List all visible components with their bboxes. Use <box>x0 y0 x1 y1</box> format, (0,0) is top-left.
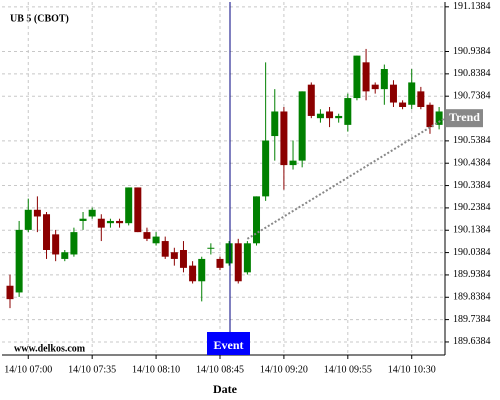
candle-body <box>262 140 270 197</box>
candle-body <box>179 249 187 268</box>
x-tick-label: 14/10 08:45 <box>196 364 244 375</box>
candle-body <box>307 84 315 116</box>
candle-body <box>6 285 14 300</box>
x-tick-label: 14/10 08:10 <box>132 364 180 375</box>
candle-body <box>207 247 215 249</box>
trend-label-box <box>446 109 483 128</box>
candle-body <box>61 252 69 259</box>
candle-body <box>15 229 23 293</box>
y-tick-label: 189.8384 <box>453 292 491 303</box>
candle-body <box>70 232 78 255</box>
x-axis-title: Date <box>213 382 238 396</box>
watermark: www.delkos.com <box>14 343 86 354</box>
candle-body <box>426 104 434 128</box>
y-tick-label: 190.8384 <box>453 68 491 79</box>
candle-body <box>389 84 397 103</box>
chart-title: UB 5 (CBOT) <box>10 13 69 24</box>
candle-body <box>24 209 32 230</box>
candle-body <box>43 214 51 250</box>
x-tick-label: 14/10 09:55 <box>324 364 372 375</box>
candle-body <box>79 218 87 221</box>
candle-body <box>52 234 60 255</box>
candle-body <box>253 196 261 244</box>
trend-line <box>246 117 446 240</box>
candle-body <box>116 220 124 224</box>
candle-body <box>216 258 224 268</box>
y-tick-label: 190.9384 <box>453 46 491 57</box>
x-tick-label: 14/10 07:35 <box>68 364 116 375</box>
candle-body <box>417 91 425 108</box>
candle-body <box>289 160 297 166</box>
x-tick-label: 14/10 10:30 <box>388 364 436 375</box>
candle-body <box>125 187 133 224</box>
y-tick-label: 189.9384 <box>453 269 491 280</box>
candle-body <box>189 265 197 282</box>
candle-body <box>316 113 324 119</box>
y-tick-label: 191.1384 <box>453 1 491 12</box>
x-tick-label: 14/10 09:20 <box>260 364 308 375</box>
candle-body <box>408 82 416 105</box>
candle-body <box>280 111 288 166</box>
candle-body <box>170 252 178 259</box>
candle-body <box>353 55 361 99</box>
event-label: Event <box>214 338 244 352</box>
trend-label: Trend <box>449 110 480 124</box>
candle-body <box>362 62 370 92</box>
candle-body <box>435 111 443 125</box>
x-tick-label: 14/10 07:00 <box>4 364 52 375</box>
candle-body <box>234 243 242 282</box>
candle-body <box>271 111 279 137</box>
candle-body <box>344 98 352 125</box>
candle-body <box>134 187 142 233</box>
candle-body <box>88 209 96 217</box>
candle-body <box>33 209 41 217</box>
y-tick-label: 189.6384 <box>453 336 491 347</box>
y-tick-label: 189.7384 <box>453 314 491 325</box>
candle-body <box>143 232 151 239</box>
candle-body <box>225 243 233 264</box>
y-tick-label: 190.5384 <box>453 135 491 146</box>
y-tick-label: 190.4384 <box>453 158 491 169</box>
candle-body <box>326 111 334 119</box>
candle-body <box>106 220 114 224</box>
candle-body <box>298 91 306 161</box>
candle-body <box>335 115 343 119</box>
y-tick-label: 190.7384 <box>453 90 491 101</box>
candle-body <box>97 218 105 228</box>
candle-body <box>152 236 160 244</box>
candle-body <box>399 102 407 108</box>
candle-body <box>371 84 379 90</box>
candle-body <box>161 241 169 257</box>
event-box <box>207 332 250 355</box>
y-tick-label: 190.0384 <box>453 247 491 258</box>
y-tick-label: 190.3384 <box>453 180 491 191</box>
y-tick-label: 190.2384 <box>453 202 491 213</box>
candle-body <box>380 69 388 90</box>
candle-body <box>198 258 206 282</box>
y-tick-label: 190.1384 <box>453 225 491 236</box>
candle-body <box>243 243 251 273</box>
